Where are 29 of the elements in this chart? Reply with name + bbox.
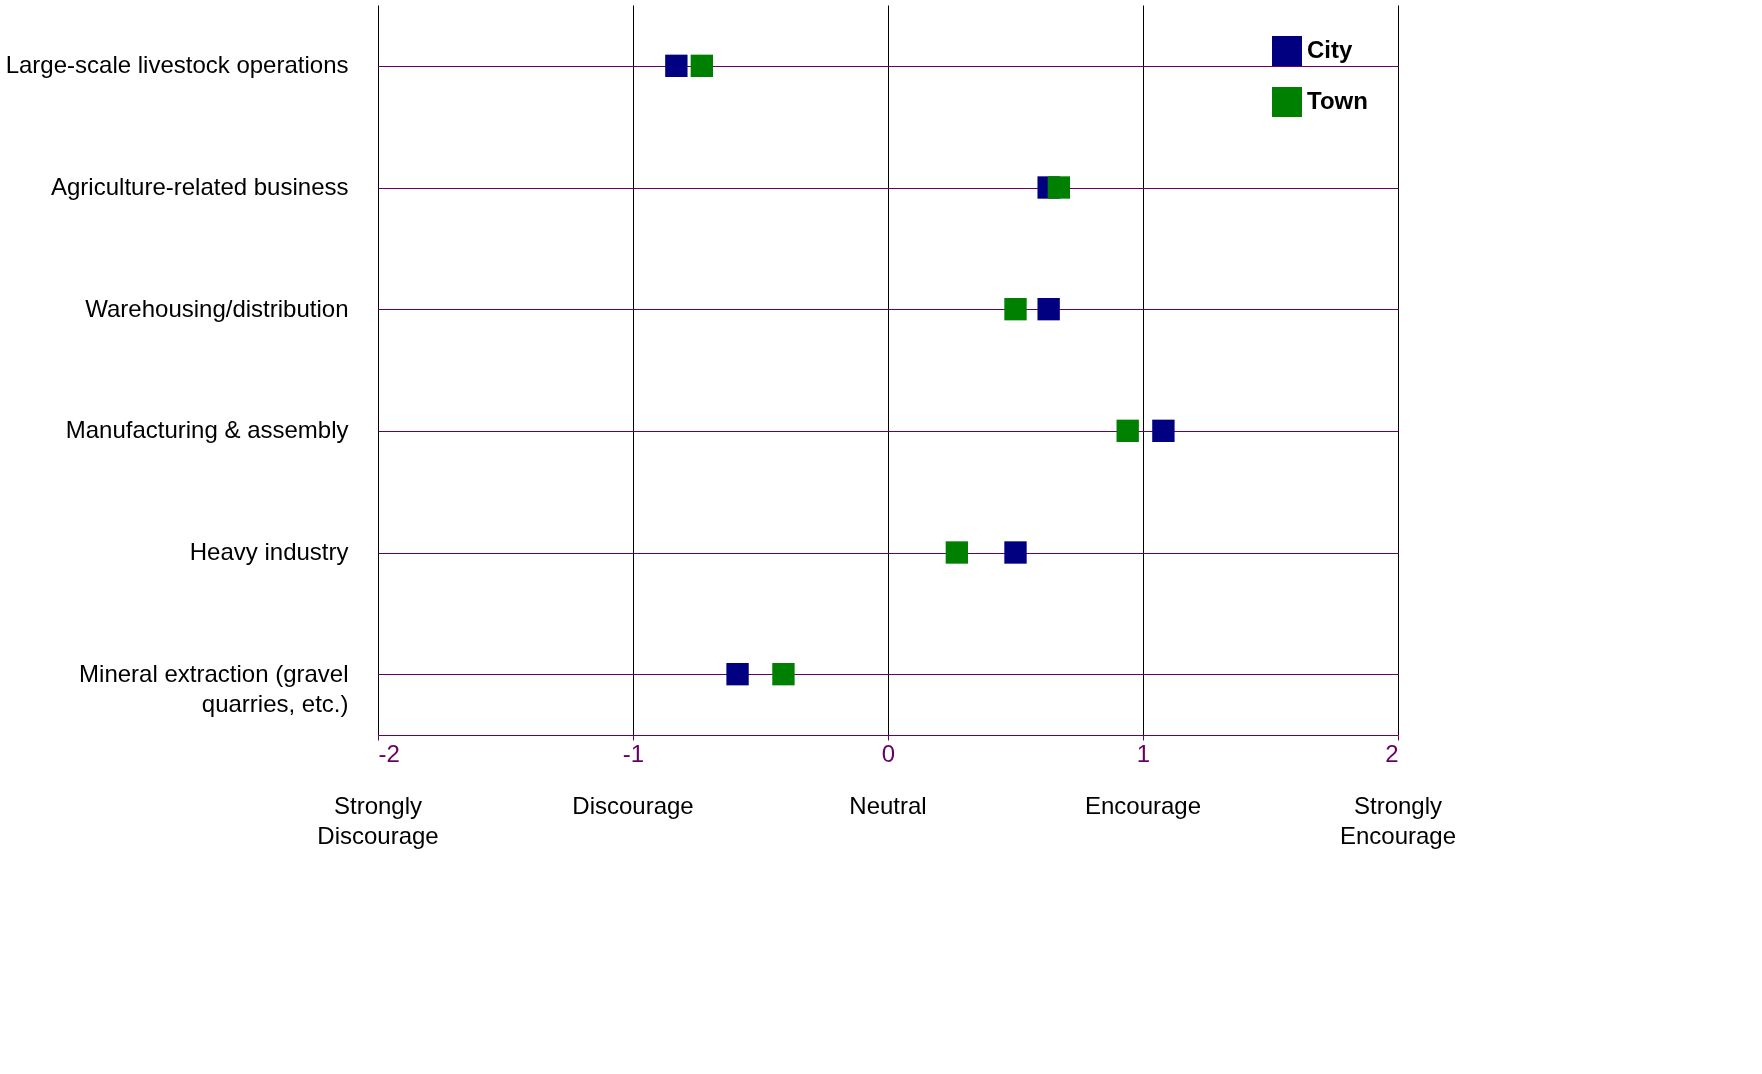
- y-tick-label: Warehousing/distribution: [85, 294, 349, 322]
- point: [772, 662, 795, 686]
- point: [1047, 176, 1071, 199]
- point: [690, 54, 714, 78]
- y-tick-label: Manufacturing & assembly: [65, 416, 349, 444]
- x-tick-label: 0: [881, 739, 896, 767]
- y-tick-label: Large-scale livestock operations: [5, 51, 349, 79]
- x-tick-label: 2: [1385, 739, 1399, 767]
- text: Encourage: [1084, 792, 1202, 819]
- point: [945, 541, 969, 564]
- text: Strongly Discourage: [317, 792, 439, 849]
- text: Neutral: [849, 792, 927, 819]
- y-tick-label: Agriculture-related business: [51, 173, 349, 200]
- text: Strongly Encourage: [1339, 792, 1457, 849]
- y-tick-label: Heavy industry: [189, 538, 349, 565]
- point: [1152, 419, 1175, 443]
- legend-label: City: [1307, 36, 1353, 63]
- x-tick-label: -2: [378, 739, 400, 767]
- point: [665, 54, 688, 78]
- y-tick-label: Mineral extraction (gravel quarries, etc.): [79, 659, 349, 717]
- point: [1116, 419, 1139, 443]
- point: [1004, 297, 1027, 321]
- x-tick-label: 1: [1136, 739, 1151, 767]
- point: [1004, 541, 1027, 564]
- point: [1037, 297, 1060, 321]
- text: Discourage: [572, 792, 694, 819]
- x-tick-label: -1: [622, 739, 645, 767]
- legend-label: Town: [1307, 87, 1368, 114]
- point: [726, 662, 749, 686]
